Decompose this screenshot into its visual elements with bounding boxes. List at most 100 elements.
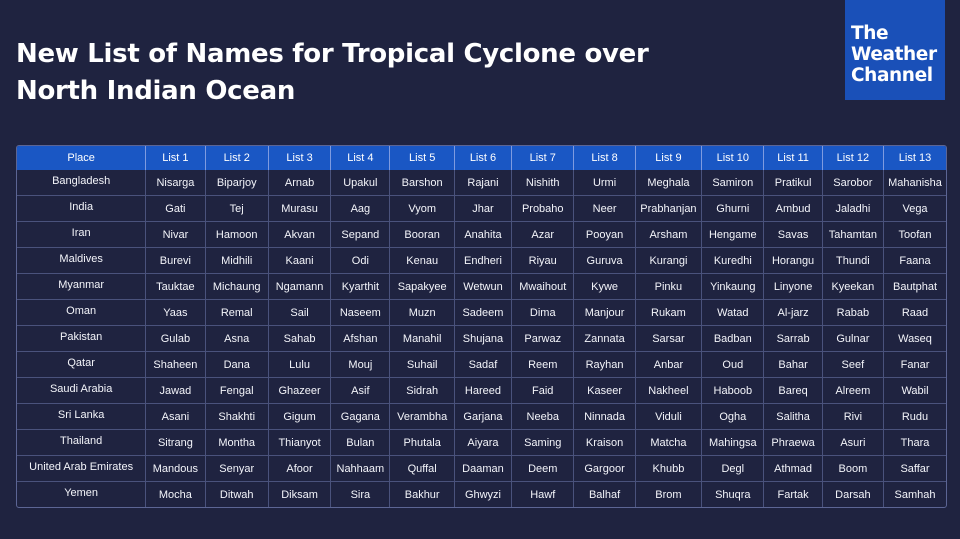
cyclone-name-cell: Bareq [763,377,823,404]
cyclone-name-cell: Phutala [389,429,455,456]
cyclone-name-cell: Ngamann [268,273,332,300]
cyclone-name-cell: Sitrang [145,429,206,456]
cyclone-name-cell: Alreem [822,377,885,404]
table-row: Thailand Sitrang Montha Thianyot Bulan Phutal… [17,429,946,456]
table-row: Maldives Burevi Midhili Kaani Odi Kenau Endher… [17,247,946,274]
cyclone-name-cell: Mandous [145,455,206,482]
place-cell: Thailand [17,429,147,456]
cyclone-name-cell: Barshon [389,170,455,196]
cyclone-name-cell: Tej [205,195,269,222]
column-header-place: Place [17,146,147,170]
cyclone-name-cell: Parwaz [511,325,575,352]
table-row: Myanmar Tauktae Michaung Ngamann Kyarthit Sap… [17,273,946,300]
cyclone-name-cell: Ghwyzi [454,481,513,507]
cyclone-name-cell: Ditwah [205,481,269,507]
place-cell: Saudi Arabia [17,377,147,404]
cyclone-name-cell: Vega [883,195,946,222]
cyclone-names-table: Place List 1 List 2 List 3 List 4 List 5 List … [17,146,946,507]
cyclone-name-cell: Booran [389,221,455,248]
cyclone-name-cell: Anahita [454,221,513,248]
cyclone-name-cell: Kyeekan [822,273,885,300]
cyclone-name-cell: Jawad [145,377,206,404]
table-body: Bangladesh Nisarga Biparjoy Arnab Upakul Bars… [17,170,946,507]
cyclone-name-cell: Matcha [635,429,703,456]
place-cell: Myanmar [17,273,147,300]
cyclone-name-cell: Sail [268,299,332,326]
cyclone-name-cell: Yinkaung [701,273,765,300]
logo-line-3: Channel [851,65,933,86]
column-header-list-7: List 7 [511,146,575,170]
cyclone-name-cell: Rajani [454,170,513,196]
cyclone-name-cell: Horangu [763,247,823,274]
cyclone-name-cell: Asif [330,377,391,404]
cyclone-name-cell: Athmad [763,455,823,482]
cyclone-name-cell: Zannata [573,325,636,352]
cyclone-name-cell: Akvan [268,221,332,248]
cyclone-name-cell: Thundi [822,247,885,274]
cyclone-name-cell: Mocha [145,481,206,507]
cyclone-name-cell: Vyom [389,195,455,222]
column-header-list-8: List 8 [573,146,636,170]
cyclone-name-cell: Guruva [573,247,636,274]
cyclone-name-cell: Sadeem [454,299,513,326]
cyclone-name-cell: Gagana [330,403,391,430]
cyclone-name-cell: Waseq [883,325,946,352]
cyclone-name-cell: Shuqra [701,481,765,507]
cyclone-name-cell: Afoor [268,455,332,482]
page-title: New List of Names for Tropical Cyclone o… [16,36,776,110]
cyclone-name-cell: Sarsar [635,325,703,352]
cyclone-name-cell: Quffal [389,455,455,482]
cyclone-name-cell: Odi [330,247,391,274]
logo-line-1: The [851,23,889,44]
cyclone-name-cell: Naseem [330,299,391,326]
cyclone-name-cell: Seef [822,351,885,378]
cyclone-name-cell: Ninnada [573,403,636,430]
cyclone-name-cell: Neer [573,195,636,222]
cyclone-name-cell: Kraison [573,429,636,456]
cyclone-name-cell: Kaseer [573,377,636,404]
cyclone-name-cell: Aag [330,195,391,222]
weather-channel-logo: The Weather Channel [845,0,945,100]
cyclone-name-cell: Wabil [883,377,946,404]
cyclone-name-cell: Thara [883,429,946,456]
cyclone-name-cell: Ghazeer [268,377,332,404]
cyclone-name-cell: Gulnar [822,325,885,352]
cyclone-name-cell: Asuri [822,429,885,456]
cyclone-name-cell: Muzn [389,299,455,326]
cyclone-names-table-container: Place List 1 List 2 List 3 List 4 List 5 List … [16,145,947,508]
place-cell: Bangladesh [17,170,147,196]
column-header-list-6: List 6 [454,146,513,170]
cyclone-name-cell: Sepand [330,221,391,248]
cyclone-name-cell: Darsah [822,481,885,507]
cyclone-name-cell: Mahingsa [701,429,765,456]
cyclone-name-cell: Reem [511,351,575,378]
column-header-list-2: List 2 [205,146,269,170]
cyclone-name-cell: Saffar [883,455,946,482]
cyclone-name-cell: Upakul [330,170,391,196]
cyclone-name-cell: Khubb [635,455,703,482]
cyclone-name-cell: Manjour [573,299,636,326]
cyclone-name-cell: Sahab [268,325,332,352]
cyclone-name-cell: Bulan [330,429,391,456]
cyclone-name-cell: Kaani [268,247,332,274]
cyclone-name-cell: Mouj [330,351,391,378]
cyclone-name-cell: Tauktae [145,273,206,300]
cyclone-name-cell: Nakheel [635,377,703,404]
cyclone-name-cell: Gargoor [573,455,636,482]
cyclone-name-cell: Murasu [268,195,332,222]
cyclone-name-cell: Saming [511,429,575,456]
cyclone-name-cell: Mahanisha [883,170,946,196]
cyclone-name-cell: Rudu [883,403,946,430]
cyclone-name-cell: Toofan [883,221,946,248]
cyclone-name-cell: Manahil [389,325,455,352]
cyclone-name-cell: Hamoon [205,221,269,248]
cyclone-name-cell: Hawf [511,481,575,507]
cyclone-name-cell: Kurangi [635,247,703,274]
cyclone-name-cell: Mwaihout [511,273,575,300]
cyclone-name-cell: Oud [701,351,765,378]
cyclone-name-cell: Boom [822,455,885,482]
cyclone-name-cell: Lulu [268,351,332,378]
cyclone-name-cell: Riyau [511,247,575,274]
cyclone-name-cell: Prabhanjan [635,195,703,222]
cyclone-name-cell: Phraewa [763,429,823,456]
